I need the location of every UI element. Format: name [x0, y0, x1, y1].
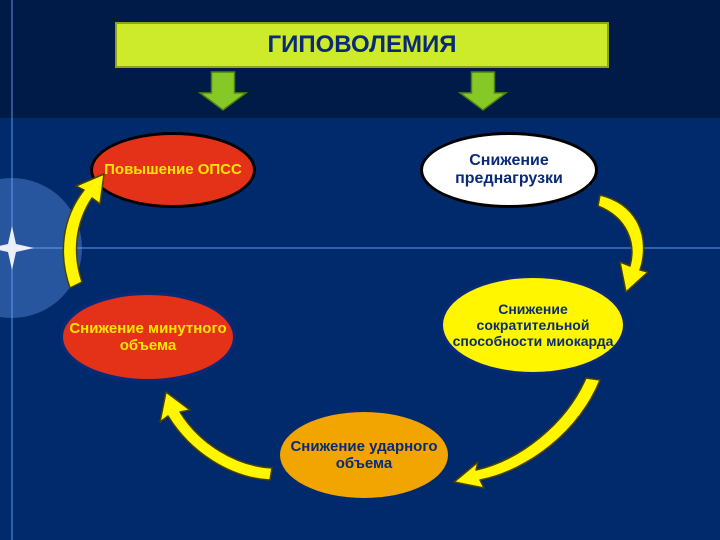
node-n3: Снижение сократительной способности миок…: [440, 275, 626, 375]
title-text: ГИПОВОЛЕМИЯ: [268, 31, 457, 59]
cycle-arrow-icon: [160, 392, 272, 480]
node-n1: Повышение ОПСС: [90, 132, 256, 208]
node-label: Повышение ОПСС: [104, 161, 242, 178]
node-label: Снижение ударного объема: [286, 438, 442, 473]
node-label: Снижение сократительной способности миок…: [449, 301, 617, 349]
node-label: Снижение преднагрузки: [429, 152, 589, 189]
node-label: Снижение минутного объема: [69, 320, 227, 355]
title-bar: ГИПОВОЛЕМИЯ: [115, 22, 609, 68]
cycle-arrow-icon: [454, 378, 600, 488]
node-n5: Снижение минутного объема: [60, 292, 236, 382]
diagram-stage: ГИПОВОЛЕМИЯ Повышение ОПСС Снижение предн…: [0, 0, 720, 540]
node-n2: Снижение преднагрузки: [420, 132, 598, 208]
down-arrow-icon: [200, 72, 246, 110]
down-arrow-icon: [460, 72, 506, 110]
cycle-arrow-icon: [63, 174, 104, 288]
node-n4: Снижение ударного объема: [280, 412, 448, 498]
cycle-arrow-icon: [598, 195, 648, 292]
